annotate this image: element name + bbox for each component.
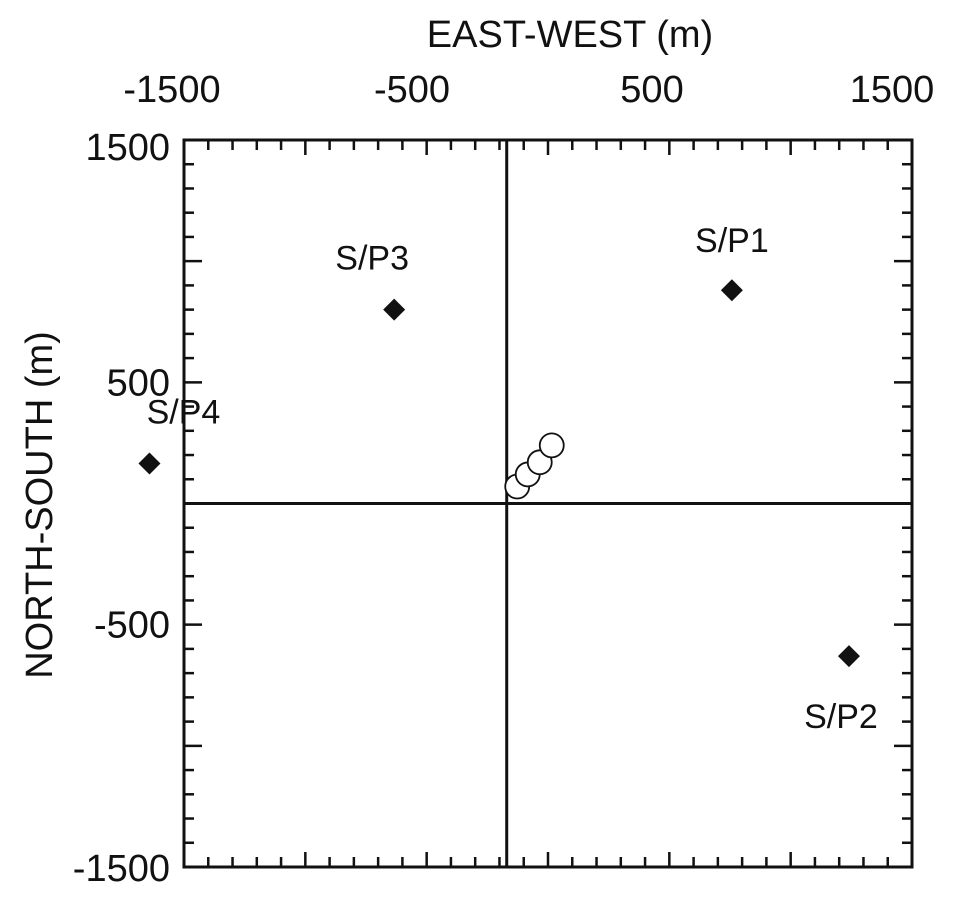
x-tick-label: 500 (620, 69, 683, 111)
y-tick-labels: 1500 500 -500 -1500 (73, 127, 170, 890)
x-tick-label: -1500 (123, 69, 220, 111)
station-marker (138, 452, 161, 475)
station-label: S/P3 (335, 240, 409, 278)
x-tick-labels: -1500 -500 500 1500 (123, 69, 934, 111)
x-axis-title: EAST-WEST (m) (427, 14, 713, 56)
event-point (538, 432, 565, 459)
y-tick-label: 1500 (85, 127, 170, 169)
station-marker (383, 298, 406, 321)
y-tick-label: -1500 (73, 848, 170, 890)
station-marker (837, 645, 860, 668)
station-marker (720, 279, 743, 302)
station-label: S/P2 (804, 698, 878, 736)
y-tick-label: -500 (94, 605, 170, 647)
y-tick-label: 500 (107, 362, 170, 404)
station-label: S/P1 (695, 222, 769, 260)
y-axis-title: NORTH-SOUTH (m) (19, 331, 61, 679)
station-label: S/P4 (147, 394, 221, 432)
x-tick-label: 1500 (850, 69, 935, 111)
station-points: S/P1 S/P2 S/P3 S/P4 (138, 222, 878, 736)
x-tick-label: -500 (374, 69, 450, 111)
event-points (504, 432, 565, 500)
